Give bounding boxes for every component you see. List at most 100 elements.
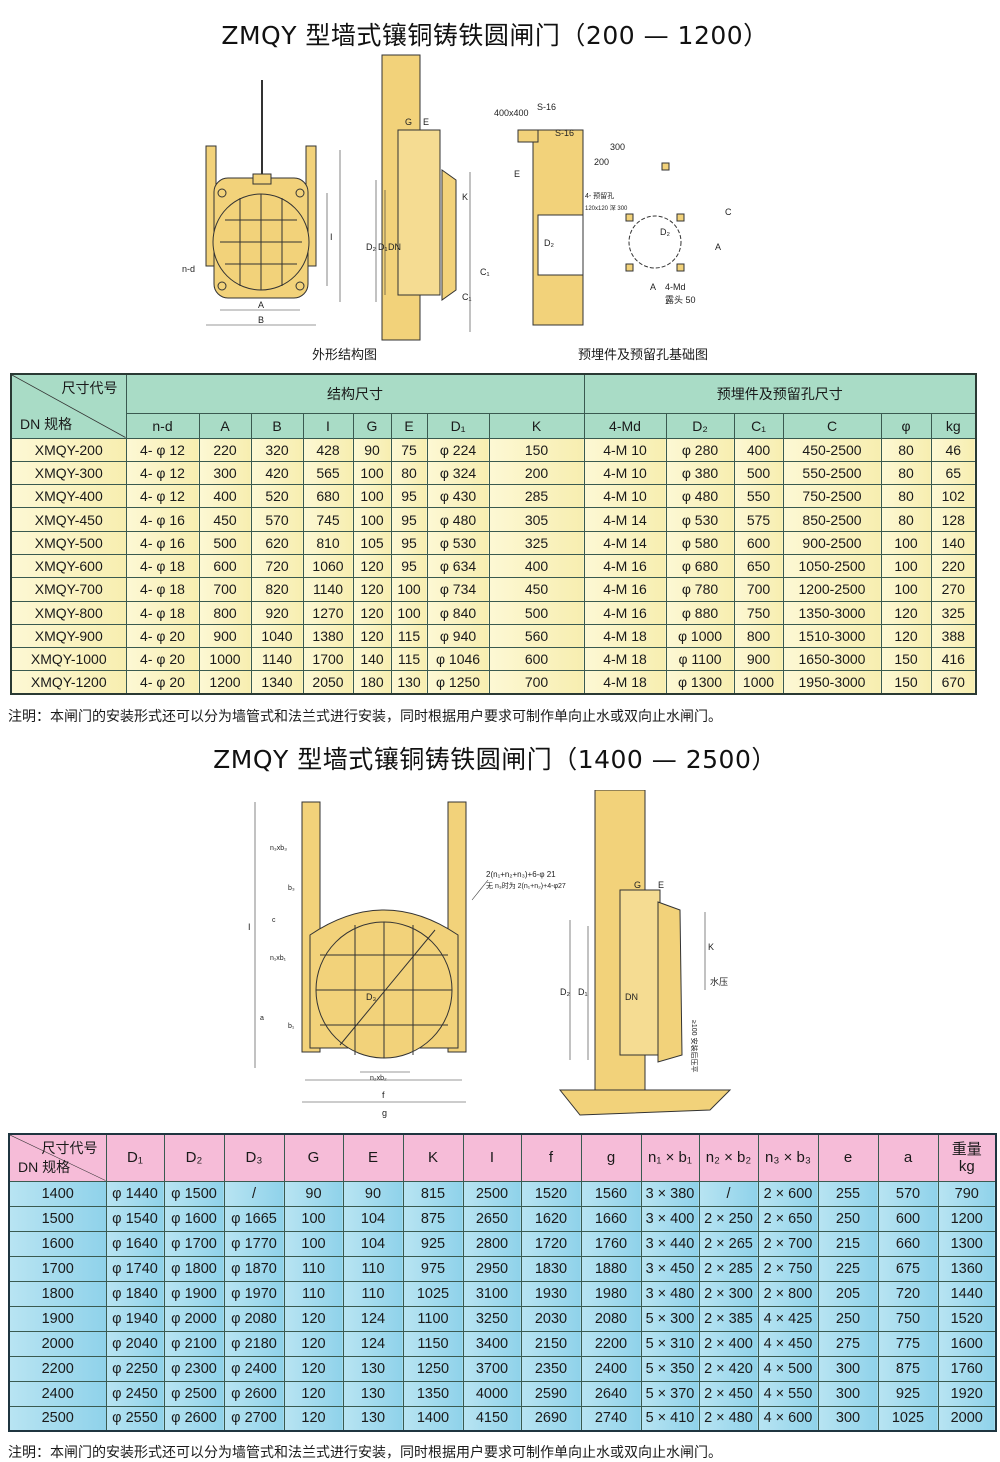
- table-cell: XMQY-400: [10, 484, 127, 509]
- table-cell: 2050: [302, 670, 354, 695]
- table-cell: 1600: [8, 1230, 107, 1257]
- table-cell: 100: [352, 460, 392, 486]
- table-cell: 100: [880, 530, 932, 555]
- table-cell: 745: [302, 507, 354, 532]
- table-cell: 800: [733, 623, 784, 649]
- table-cell: 4 × 450: [757, 1330, 819, 1357]
- table-cell: 120: [352, 577, 392, 602]
- table-cell: 875: [402, 1205, 464, 1232]
- table-cell: 660: [877, 1230, 939, 1257]
- table-cell: 80: [880, 507, 932, 532]
- svg-text:D₂: D₂: [366, 242, 376, 252]
- table-cell: φ 1870: [223, 1255, 285, 1282]
- table-cell: 5 × 310: [640, 1330, 700, 1357]
- table-cell: /: [223, 1180, 285, 1207]
- svg-text:f: f: [382, 1090, 385, 1100]
- table-cell: φ 530: [665, 507, 735, 532]
- table-cell: φ 1500: [163, 1180, 225, 1207]
- table-cell: 4-M 16: [583, 553, 667, 579]
- table-cell: 1050-2500: [782, 553, 882, 579]
- section1-note: 注明：本闸门的安装形式还可以分为墙管式和法兰式进行安装，同时根据用户要求可制作单…: [8, 709, 722, 725]
- table-cell: 925: [402, 1230, 464, 1257]
- svg-text:A: A: [258, 300, 264, 310]
- table-cell: φ 880: [665, 600, 735, 625]
- table-cell: 2 × 750: [757, 1255, 819, 1282]
- svg-text:D₁: D₁: [578, 987, 588, 997]
- table-cell: 2 × 480: [698, 1405, 759, 1432]
- table-cell: 600: [877, 1205, 939, 1232]
- table-row: XMQY-900 4- φ 20 900 1040 1380 120 115 φ 940 560…: [10, 623, 977, 649]
- table-cell: 570: [877, 1180, 939, 1207]
- svg-text:无 n₃时为 2(n₁+n₂)+4-φ27: 无 n₃时为 2(n₁+n₂)+4-φ27: [486, 881, 566, 890]
- table-cell: 100: [390, 600, 428, 625]
- column-header: D₃: [223, 1133, 285, 1182]
- svg-text:D₂: D₂: [544, 238, 554, 248]
- table-cell: 1760: [937, 1355, 997, 1382]
- table-cell: 4- φ 12: [125, 437, 200, 462]
- table-cell: 104: [342, 1230, 404, 1257]
- table-cell: 1620: [520, 1205, 582, 1232]
- table-cell: 110: [342, 1255, 404, 1282]
- table-cell: 1340: [250, 670, 304, 695]
- table-cell: 300: [817, 1405, 879, 1432]
- table-cell: φ 634: [426, 553, 490, 579]
- table-cell: 120: [283, 1380, 344, 1407]
- table-cell: φ 2000: [163, 1305, 225, 1332]
- table-cell: 110: [283, 1255, 344, 1282]
- table-cell: XMQY-700: [10, 577, 127, 602]
- table-row: 1500 φ 1540 φ 1600 φ 1665 100 104 875 2650 1620 1…: [8, 1205, 997, 1232]
- table-cell: 575: [733, 507, 784, 532]
- table-cell: 450: [488, 577, 585, 602]
- table-cell: 1720: [520, 1230, 582, 1257]
- table-cell: 65: [930, 460, 977, 486]
- table-cell: 1520: [520, 1180, 582, 1207]
- table-cell: 180: [352, 670, 392, 695]
- table-cell: φ 380: [665, 460, 735, 486]
- table-cell: 1250: [402, 1355, 464, 1382]
- table-cell: 900: [733, 647, 784, 672]
- table-cell: φ 530: [426, 530, 490, 555]
- table-cell: 4-M 18: [583, 647, 667, 672]
- table-cell: 300: [817, 1355, 879, 1382]
- section1-dimension-labels: n-d A B I G E K D₂ D₁ DN C₁ 400x400 S-16…: [182, 102, 732, 325]
- table-cell: 4-M 18: [583, 623, 667, 649]
- section2-dimension-labels: I n₃xb₃ b₃ c n₁xb₁ a b₁ D₃ n₂xb₂ f g 2(n…: [248, 845, 728, 1118]
- svg-text:C₁: C₁: [480, 267, 490, 277]
- svg-text:400x400: 400x400: [494, 108, 529, 118]
- table-cell: 110: [283, 1280, 344, 1307]
- table-cell: 1025: [402, 1280, 464, 1307]
- table-cell: 200: [488, 460, 585, 486]
- table-cell: 520: [250, 484, 304, 509]
- table-cell: 4 × 500: [757, 1355, 819, 1382]
- table-row: 1900 φ 1940 φ 2000 φ 2080 120 124 1100 3250 2030…: [8, 1305, 997, 1332]
- table-cell: 1560: [580, 1180, 642, 1207]
- svg-text:S-16: S-16: [555, 128, 574, 138]
- table-cell: 100: [880, 577, 932, 602]
- table-cell: 388: [930, 623, 977, 649]
- table-cell: φ 2450: [105, 1380, 165, 1407]
- table-cell: 2 × 385: [698, 1305, 759, 1332]
- table-cell: 120: [283, 1355, 344, 1382]
- table-cell: 120: [352, 623, 392, 649]
- table-cell: φ 430: [426, 484, 490, 509]
- table-cell: 500: [198, 530, 252, 555]
- table-cell: 2150: [520, 1330, 582, 1357]
- table-cell: 2000: [8, 1330, 107, 1357]
- table-cell: φ 2400: [223, 1355, 285, 1382]
- table-row: 2400 φ 2450 φ 2500 φ 2600 120 130 1350 4000 2590…: [8, 1380, 997, 1407]
- table-cell: φ 1250: [426, 670, 490, 695]
- table-cell: 800: [198, 600, 252, 625]
- table-cell: 700: [198, 577, 252, 602]
- table-row: XMQY-400 4- φ 12 400 520 680 100 95 φ 430 285 4-M…: [10, 484, 977, 509]
- svg-text:120x120 深 300: 120x120 深 300: [585, 204, 628, 212]
- table-cell: φ 1100: [665, 647, 735, 672]
- table-cell: φ 580: [665, 530, 735, 555]
- table-cell: φ 2250: [105, 1355, 165, 1382]
- svg-text:G: G: [634, 880, 641, 890]
- table-cell: 1200: [937, 1205, 997, 1232]
- table-cell: 124: [342, 1330, 404, 1357]
- table-cell: 1000: [733, 670, 784, 695]
- table-cell: φ 280: [665, 437, 735, 462]
- table-cell: 815: [402, 1180, 464, 1207]
- table-row: 2500 φ 2550 φ 2600 φ 2700 120 130 1400 4150 2690…: [8, 1405, 997, 1432]
